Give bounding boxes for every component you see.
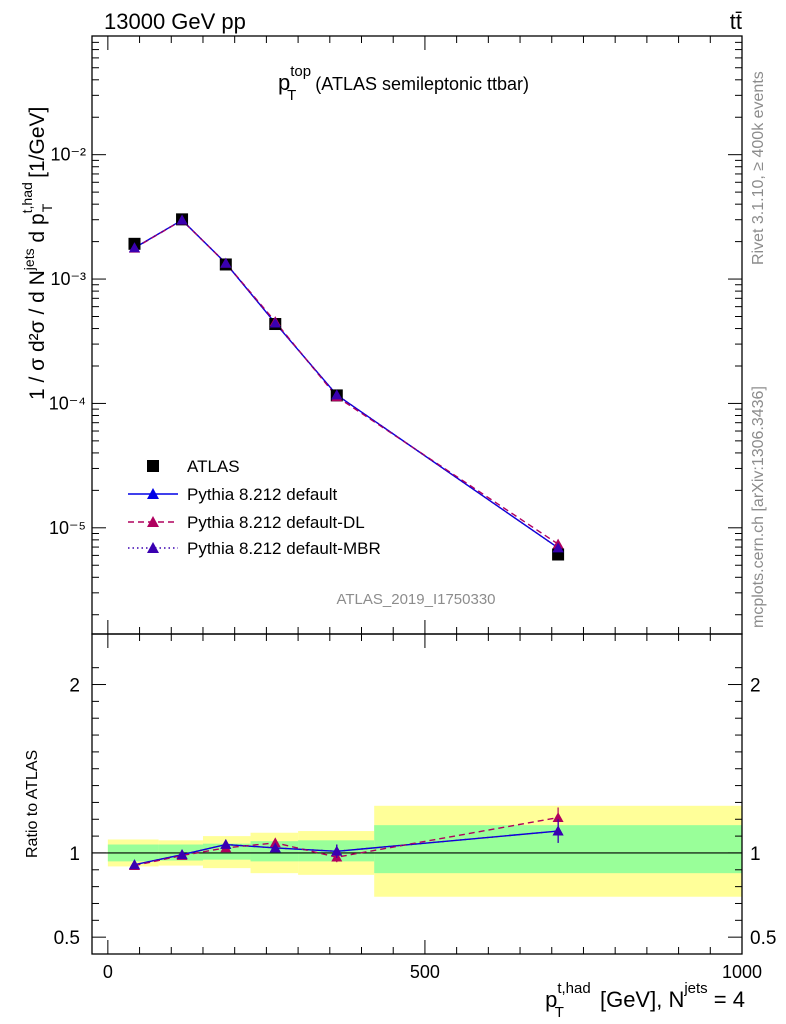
title-sup: top <box>290 63 311 80</box>
energy-label: 13000 GeV pp <box>104 9 246 34</box>
title-p: p <box>278 70 290 95</box>
legend-mbr-label: Pythia 8.212 default-MBR <box>187 539 381 558</box>
legend: ATLAS Pythia 8.212 default Pythia 8.212 … <box>128 457 381 558</box>
process-label: tt̄ <box>730 9 742 34</box>
legend-dl-label: Pythia 8.212 default-DL <box>187 513 365 532</box>
ratio-point-2-5 <box>552 825 564 836</box>
ratio-ytick-label-left: 0.5 <box>54 928 80 949</box>
ratio-uncertainty-bands <box>107 805 742 897</box>
mcplots-label: mcplots.cern.ch [arXiv:1306.3436] <box>750 386 767 628</box>
title-sub: T <box>287 87 296 104</box>
ytick-label: 10⁻⁵ <box>49 518 86 538</box>
series-line-2 <box>134 219 559 549</box>
ratio-point-2-1 <box>176 849 188 860</box>
ratio-ytick-label-right: 0.5 <box>750 928 776 949</box>
axes-group: 10⁻⁵ 10⁻⁴ 10⁻³ 10⁻² 0 500 1000 0.5 0.5 1 1 2 2 <box>49 35 776 982</box>
y-axis-label: 1 / σ d²σ / d Njets d pt,had T [1/GeV] <box>19 107 55 400</box>
ratio-y-axis-label: Ratio to ATLAS <box>24 750 41 858</box>
ytick-label: 10⁻² <box>50 145 86 165</box>
series-2-point-2 <box>220 257 232 268</box>
legend-mbr-marker <box>147 542 159 553</box>
main-series-group <box>128 213 565 561</box>
legend-default-label: Pythia 8.212 default <box>187 485 338 504</box>
title-rest: (ATLAS semileptonic ttbar) <box>310 74 529 94</box>
ratio-point-2-3 <box>269 842 281 853</box>
analysis-id: ATLAS_2019_I1750330 <box>336 591 495 608</box>
series-2-point-0 <box>128 242 140 253</box>
xtick-label: 1000 <box>722 962 762 982</box>
xtick-label: 0 <box>103 962 113 982</box>
ratio-line-2 <box>134 830 559 866</box>
ratio-point-2-4 <box>331 845 343 856</box>
ratio-point-1-3 <box>269 837 281 848</box>
ratio-frame <box>91 633 743 955</box>
ytick-label: 10⁻³ <box>50 269 86 289</box>
legend-dl-marker <box>147 516 159 527</box>
rivet-label: Rivet 3.1.10, ≥ 400k events <box>750 71 767 265</box>
series-2-point-1 <box>176 214 188 225</box>
legend-default-marker <box>147 488 159 499</box>
ratio-series-group <box>128 807 564 870</box>
ratio-point-1-5 <box>552 812 564 822</box>
plot-title: ptop T (ATLAS semileptonic ttbar) <box>278 63 529 104</box>
ratio-line-1 <box>134 816 559 867</box>
ratio-ytick-label-left: 1 <box>69 844 80 865</box>
ratio-ytick-label-right: 1 <box>750 844 761 865</box>
ratio-point-2-0 <box>128 859 140 870</box>
ratio-ytick-label-right: 2 <box>750 676 761 697</box>
series-2-point-3 <box>269 317 281 328</box>
ratio-point-2-2 <box>220 839 232 849</box>
legend-data-label: ATLAS <box>187 457 240 476</box>
xtick-label: 500 <box>410 962 440 982</box>
series-2-point-4 <box>331 389 343 400</box>
legend-data-marker <box>147 460 159 472</box>
series-2-point-5 <box>552 542 564 553</box>
ratio-ytick-label-left: 2 <box>69 676 80 697</box>
x-axis-label: pt,had T [GeV], Njets = 4 <box>545 980 745 1021</box>
ytick-label: 10⁻⁴ <box>49 393 86 413</box>
